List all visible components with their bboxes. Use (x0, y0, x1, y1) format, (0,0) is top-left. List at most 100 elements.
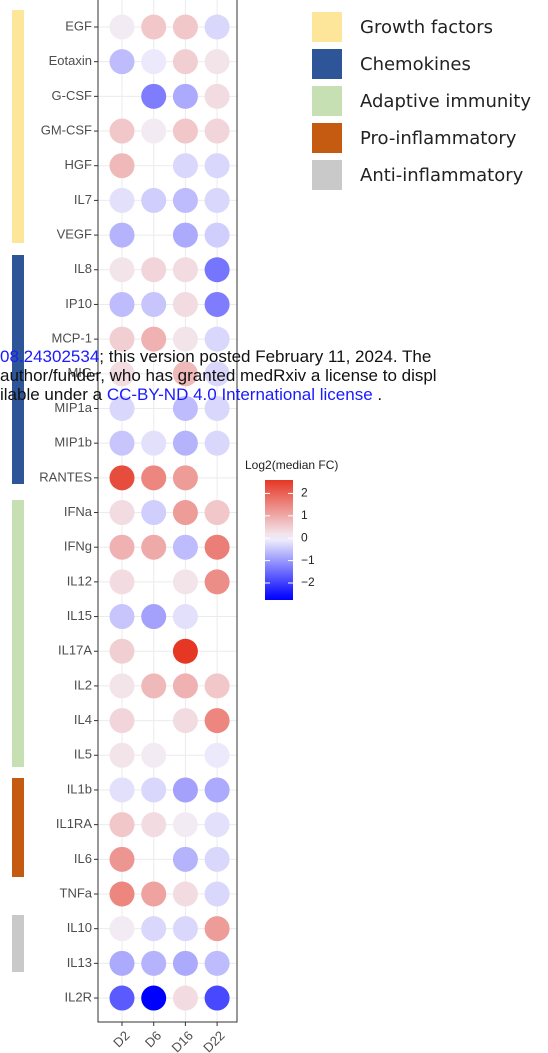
dot (109, 569, 135, 595)
dot (172, 812, 198, 838)
dot (204, 881, 230, 907)
watermark-link[interactable]: CC-BY-ND 4.0 International license (107, 385, 373, 404)
dot (204, 777, 230, 803)
dot (109, 985, 135, 1011)
dot (109, 465, 135, 491)
dot (204, 395, 230, 421)
y-tick-label: IFNa (64, 504, 93, 519)
dot (109, 742, 135, 768)
dot (204, 985, 230, 1011)
dot (141, 83, 167, 109)
colorbar-title: Log2(median FC) (245, 458, 338, 472)
y-tick-label: GM-CSF (41, 122, 92, 137)
dot (172, 14, 198, 40)
dot (204, 673, 230, 699)
dot (109, 881, 135, 907)
y-tick-label: G-CSF (52, 88, 93, 103)
dot (141, 257, 167, 283)
dot (204, 222, 230, 248)
dot (109, 673, 135, 699)
watermark-text: ilable under a (0, 385, 107, 404)
dot (109, 812, 135, 838)
dot (141, 326, 167, 352)
y-tick-label: HGF (65, 157, 93, 172)
group-bar (12, 778, 24, 877)
dot (172, 846, 198, 872)
y-tick-label: IL17A (58, 643, 92, 658)
dot (172, 118, 198, 144)
plot-area (97, 0, 238, 1023)
dot (141, 118, 167, 144)
y-tick-label: TNFa (60, 885, 93, 900)
dot (141, 14, 167, 40)
y-tick-label: RANTES (39, 469, 92, 484)
dot (141, 916, 167, 942)
y-tick-label: MIP1a (54, 400, 92, 415)
y-tick-label: EGF (65, 18, 92, 33)
dot (204, 83, 230, 109)
y-tick-label: IL15 (67, 608, 92, 623)
dot (172, 985, 198, 1011)
dot (172, 153, 198, 179)
dot (204, 534, 230, 560)
y-tick-label: IL1RA (56, 816, 92, 831)
dot (109, 916, 135, 942)
dot (109, 118, 135, 144)
dot (172, 950, 198, 976)
dot (109, 361, 135, 387)
dot (172, 708, 198, 734)
legend-swatch (312, 86, 342, 116)
dot (204, 812, 230, 838)
dot (204, 361, 230, 387)
y-tick-label: IL7 (74, 192, 92, 207)
watermark-text: . (373, 385, 382, 404)
dot (141, 500, 167, 526)
dot (172, 187, 198, 213)
dot (172, 430, 198, 456)
dot (141, 604, 167, 630)
dot (109, 222, 135, 248)
dot (204, 950, 230, 976)
group-bars (12, 10, 24, 972)
x-tick-label: D2 (110, 1028, 132, 1050)
colorbar-tick-label: −2 (301, 575, 315, 589)
dot (141, 812, 167, 838)
dot (172, 222, 198, 248)
y-tick-label: IL6 (74, 851, 92, 866)
dot (109, 604, 135, 630)
dot (172, 49, 198, 75)
dot (172, 326, 198, 352)
dot (141, 673, 167, 699)
legend-label: Anti-inflammatory (360, 165, 524, 186)
dot (172, 257, 198, 283)
panel-border (97, 0, 238, 1023)
dot (172, 465, 198, 491)
y-tick-label: IL13 (67, 955, 92, 970)
dot (172, 604, 198, 630)
watermark-link[interactable]: 08.24302534 (0, 347, 99, 366)
y-tick-label: IL2 (74, 677, 92, 692)
dot (141, 291, 167, 317)
dot (172, 395, 198, 421)
dot (172, 638, 198, 664)
dot (141, 187, 167, 213)
dot (109, 257, 135, 283)
dot (141, 881, 167, 907)
dot (172, 534, 198, 560)
dot (204, 742, 230, 768)
x-tick-label: D22 (200, 1028, 227, 1053)
legend-label: Chemokines (360, 54, 471, 75)
legend-label: Growth factors (360, 17, 493, 38)
group-bar (12, 500, 24, 767)
y-tick-label: IL10 (67, 920, 92, 935)
dot (204, 118, 230, 144)
dot (109, 187, 135, 213)
dot (204, 708, 230, 734)
dot (204, 500, 230, 526)
dot (172, 916, 198, 942)
dot (172, 500, 198, 526)
dot (204, 187, 230, 213)
dot (204, 153, 230, 179)
watermark-line: ilable under a CC-BY-ND 4.0 Internationa… (0, 385, 382, 404)
